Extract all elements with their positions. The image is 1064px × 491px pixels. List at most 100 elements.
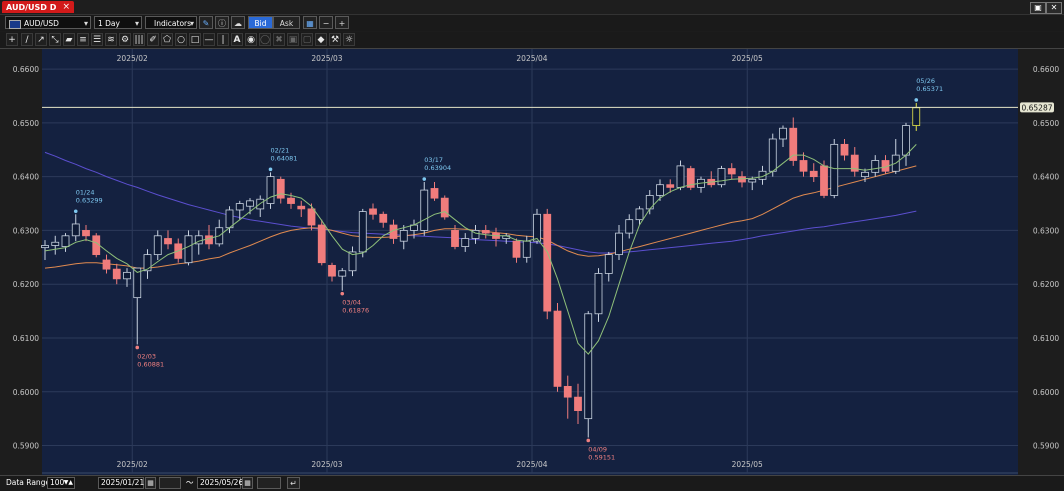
end-time-input[interactable] [257,477,281,489]
ask-toggle[interactable]: Ask [273,16,300,29]
horizontal-line-icon[interactable]: — [203,33,215,46]
candle-body [512,240,521,258]
start-date-input[interactable]: 2025/01/21 [98,477,144,489]
candle-body [420,189,429,231]
candle-body [82,230,90,237]
y-tick-label-right: 0.5900 [1033,442,1059,451]
candle-body [430,188,439,199]
indicators-button[interactable]: Indicators [145,16,197,30]
candlestick-chart[interactable]: 0.6600 0.6600 0.6500 0.6500 0.6400 0.6400 0.63… [0,49,1064,475]
restore-window-icon[interactable]: ▣ [1030,2,1046,14]
zoom-out-icon[interactable]: − [319,16,333,29]
candle-body [543,213,552,312]
pencil-icon[interactable]: ✎ [199,16,213,29]
candle-body [727,168,736,175]
x-tick-label-bottom: 2025/02 [117,460,148,469]
hide-icon[interactable]: ◯ [259,33,271,46]
flag-icon [9,19,21,29]
symbol-select[interactable]: AUD/USD [5,16,91,30]
candle-body [809,170,818,178]
delete-icon[interactable]: ✖ [273,33,285,46]
y-tick-label-left: 0.6400 [13,173,39,182]
zoom-in-icon[interactable]: + [335,16,349,29]
start-calendar-icon[interactable]: ▦ [145,477,156,489]
start-time-input[interactable] [159,477,181,489]
palette-icon[interactable]: ☼ [343,33,355,46]
low-marker [340,291,345,296]
polygon-icon[interactable]: ⬠ [161,33,173,46]
candle-body [276,178,285,199]
chart-area[interactable]: 0.6600 0.6600 0.6500 0.6500 0.6400 0.6400 0.63… [0,49,1064,475]
brush-icon[interactable]: ✐ [147,33,159,46]
candle-body [779,127,787,140]
settings-icon[interactable]: ⚒ [329,33,341,46]
candle-body [768,138,777,172]
candle-body [830,143,839,196]
label-icon[interactable]: ◉ [245,33,257,46]
vertical-line-icon[interactable]: | [217,33,229,46]
chart-tab[interactable]: AUD/USD D × [2,1,74,13]
horizontal-channel-icon[interactable]: ≡ [77,33,89,46]
close-window-icon[interactable]: ✕ [1046,2,1062,14]
candle-body [348,251,357,272]
end-calendar-icon[interactable]: ▦ [242,477,253,489]
candle-body [440,197,449,218]
candle-body [164,238,172,245]
low-marker [586,438,591,443]
candle-body [656,184,664,196]
data-range-label: Data Range: [6,478,53,487]
candle-body [235,203,244,211]
candle-body [563,385,572,398]
interval-select[interactable]: 1 Day [94,16,142,30]
y-tick-label-right: 0.6600 [1033,65,1059,74]
y-tick-label-left: 0.6600 [13,65,39,74]
start-date-value: 2025/01/21 [101,478,145,487]
pitchfork-icon[interactable]: ⚙ [119,33,131,46]
crosshair-icon[interactable]: + [6,33,18,46]
info-icon[interactable]: ⓘ [215,16,229,29]
rectangle-icon[interactable]: □ [189,33,201,46]
candle-body [399,230,408,242]
main-toolbar: AUD/USD 1 Day Indicators ✎ ⓘ ☁ Bid Ask ▦… [0,15,1064,31]
high-marker [268,167,273,172]
candle-body [153,235,162,256]
high-marker [73,209,78,214]
cloud-icon[interactable]: ☁ [231,16,245,29]
vertical-lines-icon[interactable]: ☰ [91,33,103,46]
apply-range-icon[interactable]: ↵ [287,477,300,489]
candle-body [61,235,70,247]
close-tab-icon[interactable]: × [62,2,70,12]
lock-icon[interactable]: ▣ [287,33,299,46]
candle-body [902,125,910,156]
line-icon[interactable]: ∕ [21,33,33,46]
unlock-icon[interactable]: ▢ [301,33,313,46]
y-tick-label-left: 0.6100 [13,334,39,343]
candle-body [369,208,377,215]
high-price-label: 0.63299 [76,196,103,204]
candle-body [246,200,254,207]
extended-line-icon[interactable]: ⤡ [49,33,61,46]
low-marker [135,345,140,350]
high-date-label: 01/24 [76,188,95,196]
end-date-input[interactable]: 2025/05/26 [197,477,243,489]
circle-icon[interactable]: ○ [175,33,187,46]
ray-icon[interactable]: ↗ [35,33,47,46]
data-range-select[interactable]: 100 ▼▲ [47,477,75,489]
candle-body [789,127,798,161]
fibonacci-fan-icon[interactable]: ≋ [105,33,117,46]
eraser-icon[interactable]: ▰ [63,33,75,46]
gann-icon[interactable]: ||| [133,33,145,46]
candle-body [205,235,213,245]
magnet-icon[interactable]: ◆ [315,33,327,46]
candle-body [574,396,582,411]
candle-body [297,205,306,210]
y-tick-label-right: 0.6500 [1033,119,1059,128]
candle-body [676,165,685,188]
bid-toggle[interactable]: Bid [248,16,273,29]
x-tick-label-top: 2025/02 [117,54,148,63]
high-marker [422,177,427,181]
y-tick-label-left: 0.5900 [13,442,39,451]
text-icon[interactable]: A [231,33,243,46]
chart-type-icon[interactable]: ▦ [303,16,317,29]
data-range-value: 100 [50,478,65,487]
